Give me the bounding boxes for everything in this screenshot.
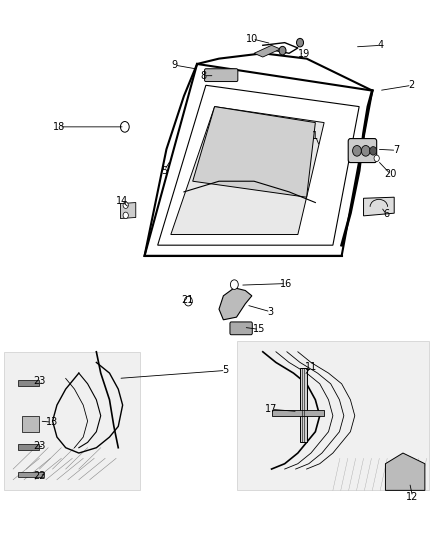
Text: 17: 17 [265,405,278,414]
Text: 10: 10 [246,34,258,44]
Text: 5: 5 [223,366,229,375]
FancyBboxPatch shape [205,69,238,82]
Circle shape [370,147,377,155]
Bar [18,380,39,386]
Text: 4: 4 [378,41,384,50]
Bar [18,444,39,450]
Circle shape [279,46,286,55]
Text: 18: 18 [53,122,65,132]
FancyBboxPatch shape [230,322,252,335]
Circle shape [353,146,361,156]
Text: 23: 23 [33,441,46,451]
Text: 5: 5 [161,166,167,175]
Circle shape [184,296,192,306]
Polygon shape [364,197,394,216]
Text: 13: 13 [46,417,58,427]
Polygon shape [193,107,315,197]
Text: 20: 20 [385,169,397,179]
Circle shape [297,38,304,47]
Circle shape [123,202,128,208]
Text: 12: 12 [406,492,419,502]
Text: 14: 14 [116,197,128,206]
Text: 9: 9 [171,60,177,70]
Circle shape [361,146,370,156]
Bar [272,410,324,416]
FancyBboxPatch shape [348,139,377,163]
Bar [18,472,44,477]
Circle shape [230,280,238,289]
Text: 1: 1 [312,131,318,141]
Polygon shape [171,107,324,235]
Polygon shape [219,288,252,320]
Text: 2: 2 [409,80,415,90]
Bar [22,416,39,432]
Polygon shape [385,453,425,490]
Bar [300,368,307,442]
Circle shape [123,212,128,219]
Text: 19: 19 [298,50,311,59]
Text: 22: 22 [33,471,46,481]
Bar [237,341,429,490]
Text: 3: 3 [268,307,274,317]
Polygon shape [254,45,280,57]
Circle shape [374,155,379,161]
Polygon shape [120,203,136,219]
Text: 15: 15 [253,325,265,334]
Text: 11: 11 [305,362,317,372]
Text: 23: 23 [33,376,46,386]
Bar [4,352,140,490]
Circle shape [120,122,129,132]
Text: 6: 6 [383,209,389,219]
Text: 21: 21 [181,295,194,305]
Text: 16: 16 [280,279,292,288]
Text: 7: 7 [393,146,399,155]
Text: 8: 8 [201,71,207,80]
